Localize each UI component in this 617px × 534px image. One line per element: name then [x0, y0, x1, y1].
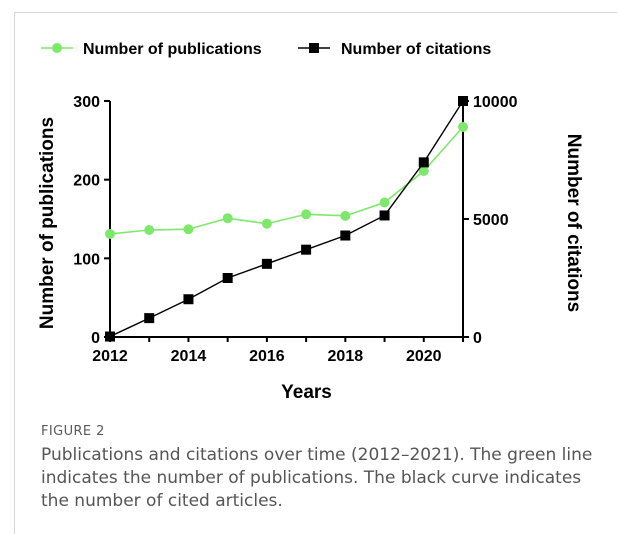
y-left-axis-title: Number of publications: [37, 117, 58, 329]
figure-caption: Publications and citations over time (20…: [41, 445, 593, 511]
y-left-tick-label: 100: [73, 251, 100, 268]
citations-point: [418, 157, 429, 168]
legend-citations-marker: [309, 43, 319, 53]
citations-series: [105, 96, 468, 342]
legend-publications-label: Number of publications: [83, 41, 262, 58]
publications-point: [261, 218, 272, 229]
x-tick-label: 2012: [92, 348, 128, 365]
x-axis-title: Years: [281, 382, 332, 403]
publications-point: [144, 225, 155, 236]
citations-point: [222, 273, 233, 283]
y-right-tick-label: 10000: [473, 94, 518, 111]
dual-axis-line-chart: Number of publications Number of citation…: [37, 41, 584, 403]
publications-point: [340, 210, 351, 221]
y-left-tick-label: 0: [91, 330, 100, 347]
publications-point: [183, 224, 194, 235]
x-tick-label: 2018: [328, 348, 364, 365]
citations-point: [144, 313, 155, 324]
y-left-tick-label: 300: [73, 94, 100, 111]
legend-publications-marker: [52, 43, 62, 53]
citations-point: [301, 244, 312, 255]
publications-series: [105, 121, 468, 239]
publications-point: [379, 197, 390, 208]
x-tick-label: 2014: [171, 348, 207, 365]
citations-point: [261, 258, 272, 269]
citations-point: [105, 331, 115, 342]
citations-point: [340, 230, 351, 241]
x-tick-label: 2020: [406, 348, 442, 365]
citations-line: [109, 100, 464, 338]
citations-point: [458, 96, 468, 106]
y-left-tick-label: 200: [73, 173, 100, 190]
publications-point: [418, 166, 429, 177]
y-right-tick-label: 0: [473, 330, 482, 347]
y-right-tick-label: 5000: [473, 212, 509, 229]
publications-point: [458, 121, 468, 132]
axes: 0 100 200 300 0 5000 10000 2012 2014 2016 2018 2020…: [37, 94, 584, 403]
citations-point: [183, 294, 194, 305]
publications-point: [301, 209, 312, 220]
y-right-axis-title: Number of citations: [563, 134, 584, 312]
figure-frame: [14, 12, 617, 534]
citations-point: [379, 210, 390, 221]
x-tick-label: 2016: [249, 348, 285, 365]
figure-label: FIGURE 2: [41, 424, 105, 439]
publications-point: [105, 228, 115, 239]
publications-point: [222, 213, 233, 224]
legend-citations-label: Number of citations: [341, 41, 491, 58]
publications-line: [109, 126, 464, 235]
legend: Number of publications Number of citation…: [41, 41, 491, 58]
